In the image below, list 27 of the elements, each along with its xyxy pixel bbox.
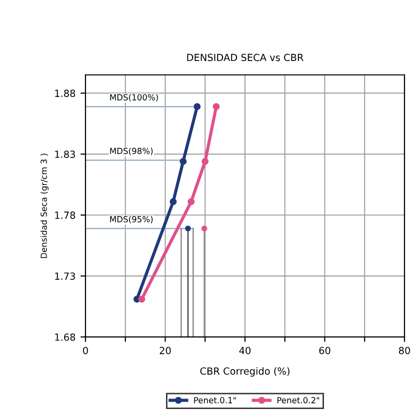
legend-label: Penet.0.2" — [277, 397, 320, 404]
x-tick-label: 80 — [398, 346, 410, 354]
y-tick-label: 1.68 — [55, 333, 76, 341]
x-tick-label: 40 — [239, 346, 251, 354]
series-label: MDS(98%) — [110, 148, 153, 156]
x-axis-title: CBR Corregido (%) — [200, 367, 290, 377]
point — [212, 103, 220, 110]
y-tick-label: 1.78 — [55, 212, 76, 219]
point — [194, 103, 201, 110]
x-tick-label: 0 — [83, 346, 88, 354]
point — [170, 198, 177, 206]
series-label: MDS(100%) — [110, 94, 158, 102]
point — [180, 158, 187, 165]
point — [185, 226, 191, 232]
point — [138, 296, 146, 303]
legend-label: Penet.0.1" — [194, 397, 236, 404]
y-tick-label: 1.88 — [55, 90, 76, 97]
chart-title: DENSIDAD SECA vs CBR — [187, 54, 304, 62]
x-tick-label: 60 — [319, 346, 330, 354]
point — [202, 158, 209, 165]
point — [201, 226, 208, 232]
y-axis-title: Densidad Seca (gr/cm 3 ) — [40, 154, 49, 258]
x-tick-label: 20 — [160, 346, 171, 354]
series-label: MDS(95%) — [110, 216, 153, 224]
point — [188, 198, 195, 206]
y-tick-label: 1.83 — [55, 150, 75, 158]
y-tick-label: 1.73 — [55, 272, 75, 280]
